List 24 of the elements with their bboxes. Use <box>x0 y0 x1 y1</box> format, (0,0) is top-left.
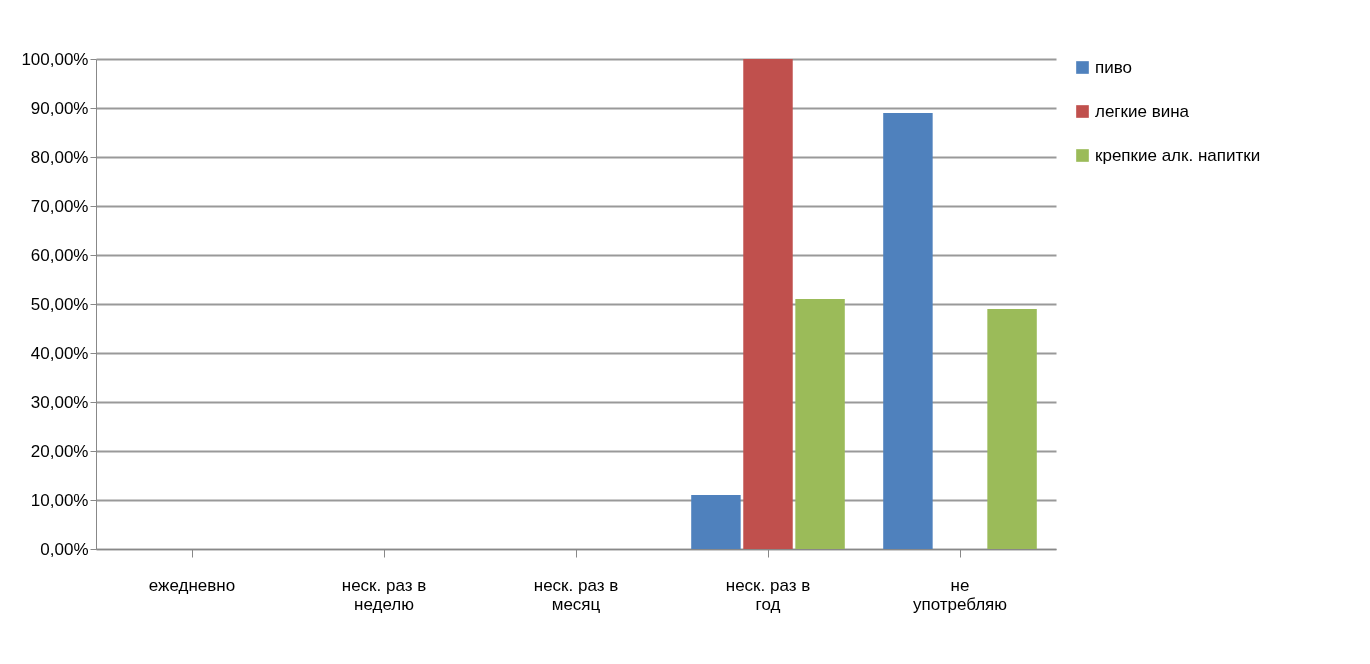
bar <box>883 112 933 549</box>
y-tick-label: 60,00% <box>30 245 89 265</box>
y-tick-label: 90,00% <box>30 98 89 118</box>
y-tick-label: 10,00% <box>30 490 89 510</box>
x-tick-label: неск. раз в месяц <box>533 575 619 614</box>
x-tick-label: неск. раз в неделю <box>341 575 427 614</box>
y-tick-label: 100,00% <box>21 49 89 69</box>
x-tick-label: ежедневно <box>148 575 236 595</box>
y-tick-label: 40,00% <box>30 343 89 363</box>
bar <box>795 299 845 549</box>
y-tick-label: 20,00% <box>30 441 89 461</box>
x-tick-label: не употребляю <box>912 575 1008 614</box>
y-tick-label: 30,00% <box>30 392 89 412</box>
y-tick-label: 50,00% <box>30 294 89 314</box>
legend-label: крепкие алк. напитки <box>1095 145 1261 165</box>
bar <box>691 495 741 549</box>
bar <box>743 59 793 549</box>
legend-label: легкие вина <box>1095 101 1190 121</box>
y-tick-label: 0,00% <box>40 539 89 559</box>
legend-label: пиво <box>1095 57 1132 77</box>
bar <box>987 308 1037 549</box>
y-tick-label: 80,00% <box>30 147 89 167</box>
y-tick-label: 70,00% <box>30 196 89 216</box>
x-tick-label: неск. раз в год <box>725 575 811 614</box>
